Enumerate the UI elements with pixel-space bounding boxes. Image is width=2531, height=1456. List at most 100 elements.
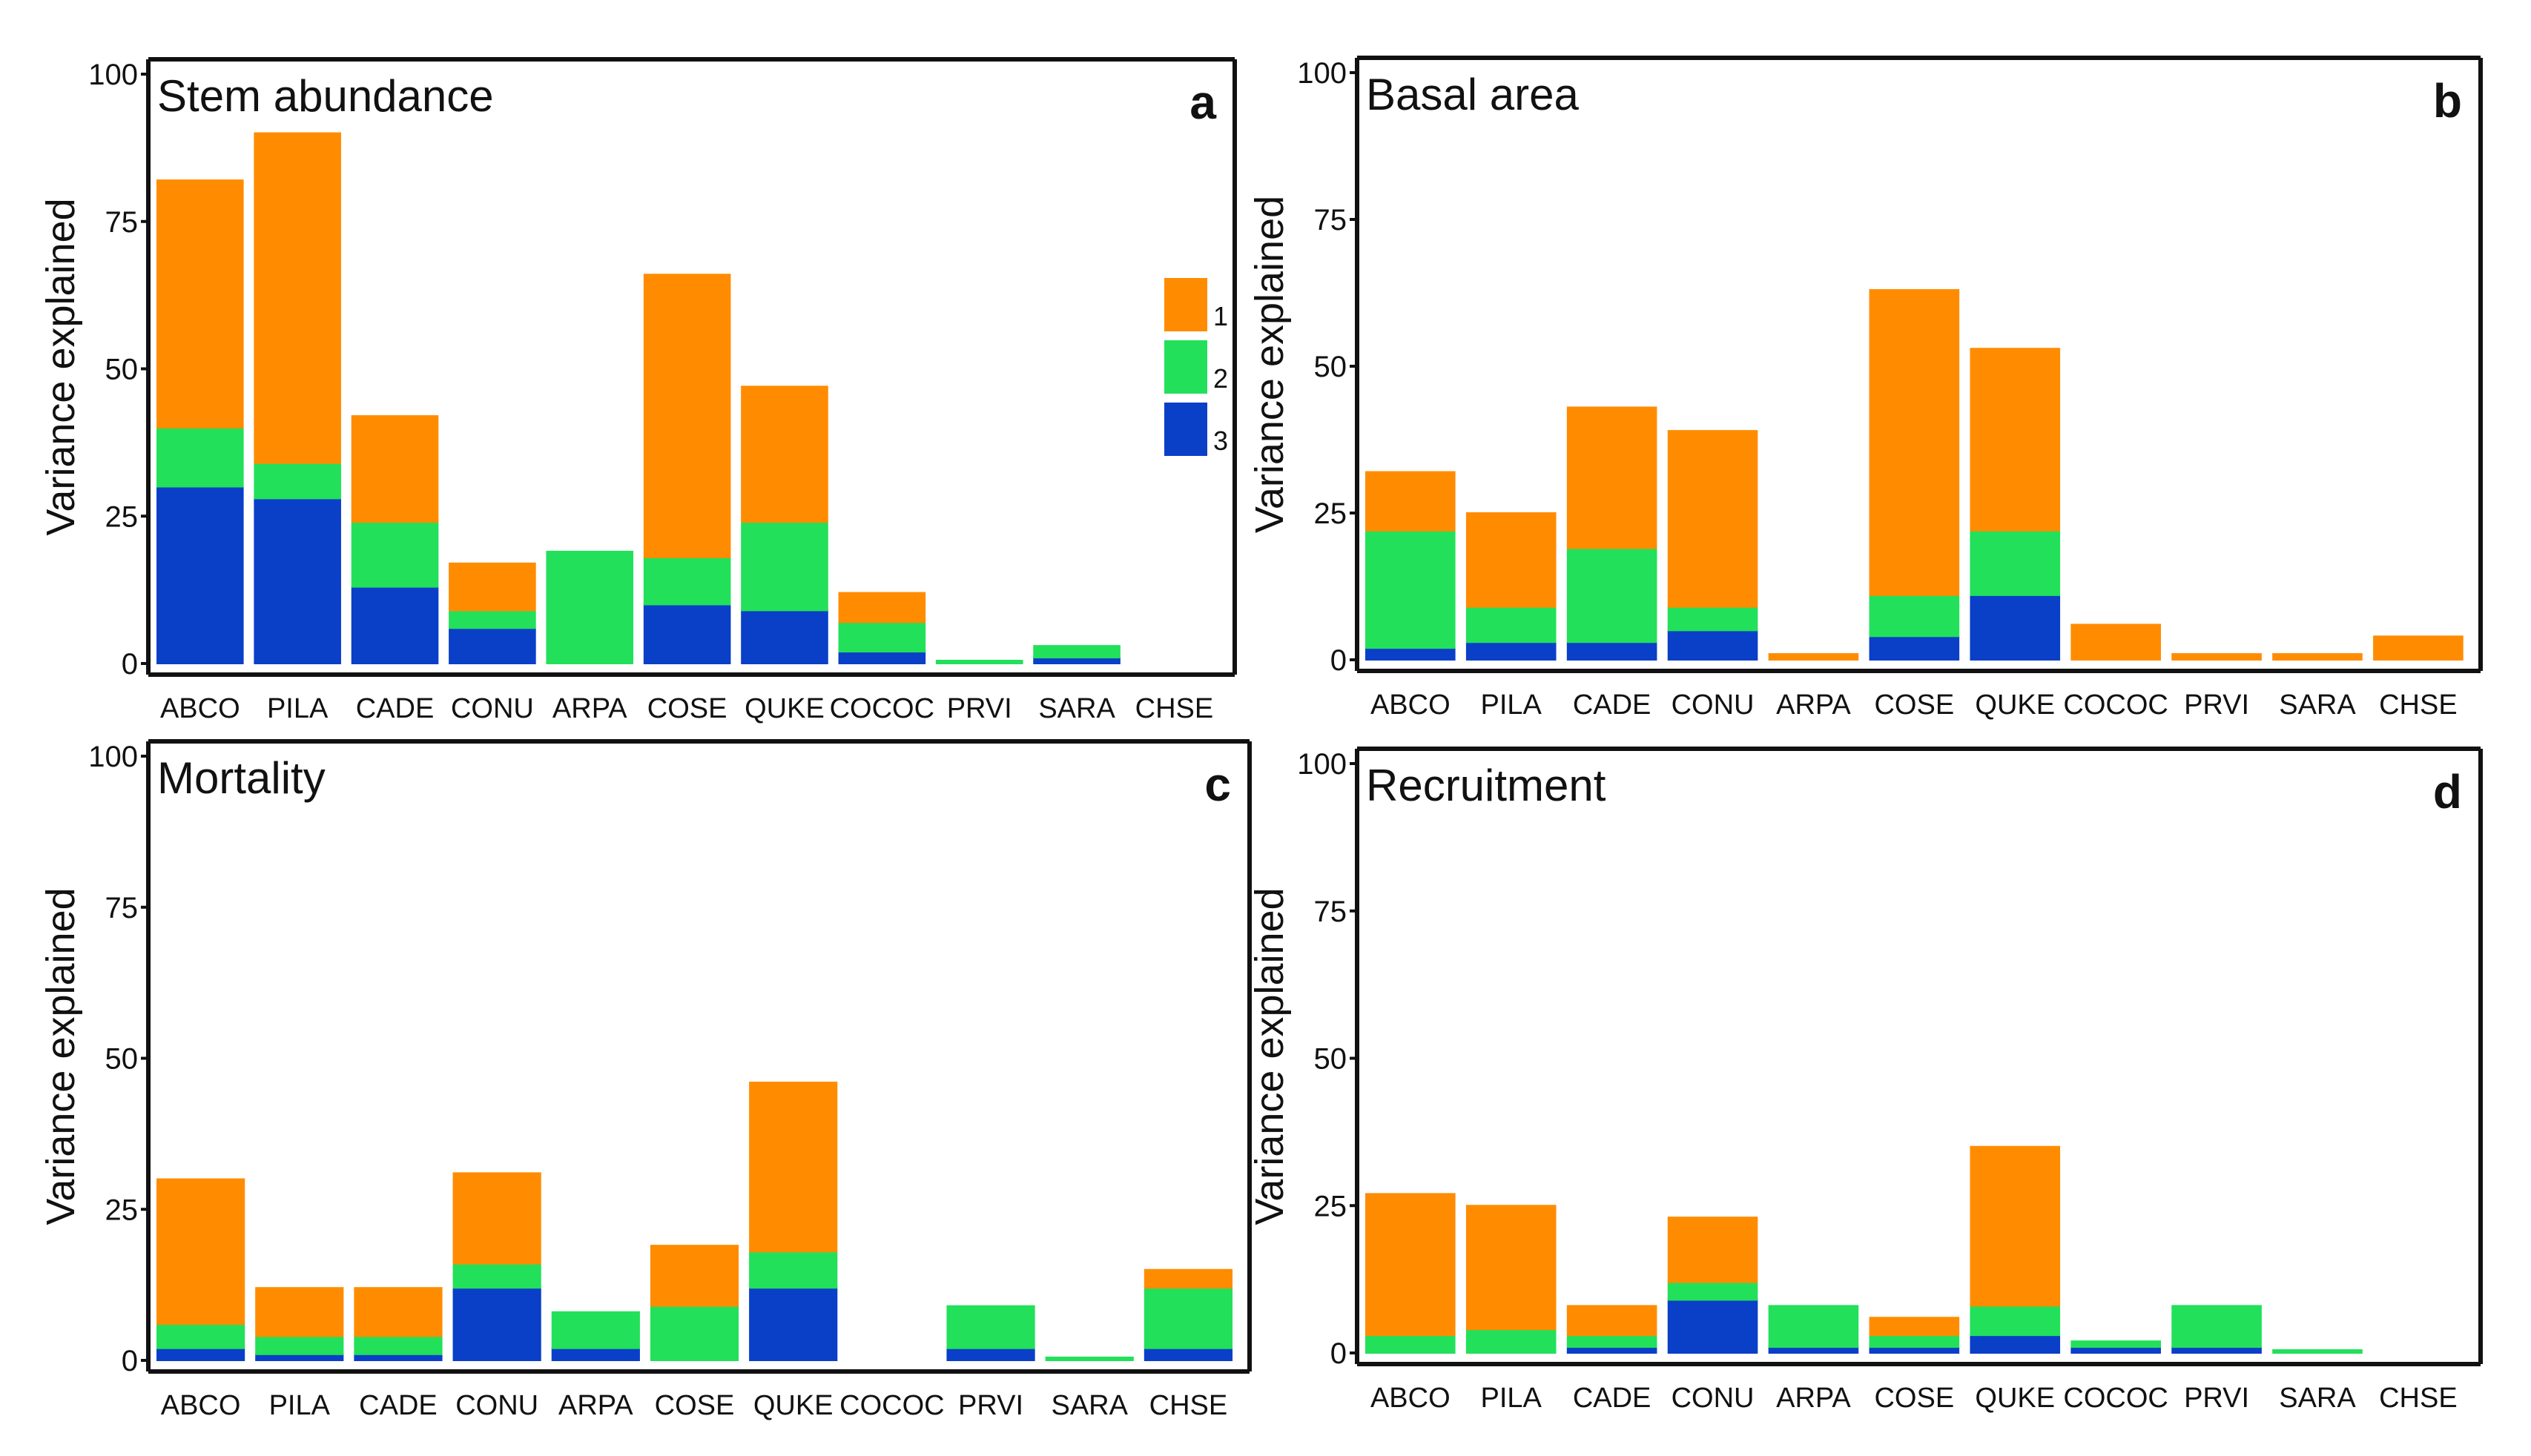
bar-segment-quke-comp1 — [1970, 348, 2061, 532]
y-tick-label: 75 — [1314, 204, 1347, 236]
bar-segment-quke-comp2 — [1970, 529, 2061, 596]
x-tick-label: PRVI — [2184, 689, 2249, 721]
bar-segment-quke-comp2 — [741, 521, 828, 612]
bar-segment-abco-comp1 — [1365, 471, 1456, 532]
y-axis-label: Variance explained — [1247, 196, 1292, 533]
x-tick-label: COSE — [655, 1390, 735, 1421]
bar-segment-quke-comp2 — [749, 1251, 838, 1289]
bar-segment-pila-comp1 — [1465, 1205, 1557, 1331]
bar-segment-cococ-comp1 — [2070, 623, 2161, 661]
bar-segment-prvi-comp1 — [2171, 653, 2262, 661]
panel-mortality: 0 25 50 75 100 Variance explained Mortality c AB… — [39, 739, 1252, 1421]
bar-segment-cococ-comp3 — [2070, 1346, 2161, 1354]
x-tick-label: ABCO — [160, 693, 240, 724]
bar-segment-pila-comp1 — [1465, 512, 1557, 608]
bar-segment-cose-comp2 — [1869, 594, 1960, 638]
bar-segment-conu-comp1 — [1667, 430, 1758, 608]
bar-segment-sara-comp3 — [1033, 657, 1121, 664]
bar-segment-conu-comp3 — [1667, 629, 1758, 661]
x-tick-label: QUKE — [745, 693, 825, 724]
bar-segment-prvi-comp3 — [946, 1347, 1035, 1361]
panel-letter: a — [1189, 76, 1216, 129]
x-tick-label: CADE — [1573, 689, 1651, 721]
bar-segment-quke-comp3 — [749, 1287, 838, 1361]
bar-segment-abco-comp2 — [156, 1323, 245, 1349]
bar-segment-quke-comp3 — [1970, 1334, 2061, 1354]
y-tick-label: 0 — [122, 1345, 138, 1377]
y-tick-label: 0 — [1330, 1337, 1347, 1370]
bar-segment-arpa-comp3 — [551, 1347, 640, 1361]
bar-segment-pila-comp2 — [1465, 1328, 1557, 1354]
panel-stem-abundance: 0 25 50 75 100 Variance explained Stem abundan… — [39, 57, 1237, 724]
bar-segment-conu-comp1 — [449, 562, 536, 612]
bar-segment-cose-comp2 — [1869, 1334, 1960, 1349]
x-tick-label: QUKE — [753, 1390, 834, 1421]
bar-segment-abco-comp2 — [1365, 529, 1456, 649]
bar-segment-cose-comp3 — [643, 603, 731, 664]
bar-segment-cade-comp3 — [354, 1353, 443, 1361]
bar-segment-conu-comp2 — [1667, 606, 1758, 632]
bar-segment-abco-comp2 — [1365, 1334, 1456, 1354]
x-tick-label: SARA — [1038, 693, 1115, 724]
bar-segment-cose-comp3 — [1869, 1346, 1960, 1354]
bar-segment-conu-comp3 — [452, 1287, 541, 1361]
bar-segment-prvi-comp2 — [946, 1305, 1035, 1349]
x-tick-label: COSE — [1874, 1383, 1954, 1414]
bar-segment-cade-comp3 — [1566, 1346, 1657, 1354]
x-tick-label: COCOC — [839, 1390, 944, 1421]
bar-segment-pila-comp3 — [254, 497, 341, 665]
y-axis-label: Variance explained — [1247, 887, 1292, 1225]
y-tick-label: 50 — [1314, 1043, 1347, 1076]
x-tick-label: COCOC — [830, 693, 934, 724]
x-tick-label: CADE — [356, 693, 435, 724]
y-tick-label: 25 — [105, 500, 139, 533]
bar-segment-conu-comp3 — [449, 627, 536, 664]
x-tick-label: SARA — [2279, 689, 2356, 721]
x-tick-label: QUKE — [1975, 689, 2055, 721]
y-axis-label: Variance explained — [39, 198, 83, 535]
bar-segment-pila-comp2 — [255, 1335, 344, 1355]
x-tick-label: CONU — [1672, 689, 1755, 721]
bar-segment-pila-comp1 — [254, 132, 341, 464]
legend-label-1: 1 — [1213, 301, 1228, 331]
bar-segment-cade-comp1 — [1566, 1305, 1657, 1337]
y-tick-label: 25 — [1314, 1190, 1347, 1222]
bar-segment-abco-comp3 — [156, 1347, 245, 1361]
legend-swatch-3 — [1164, 403, 1207, 456]
x-tick-label: PRVI — [947, 693, 1012, 724]
bar-segment-cococ-comp3 — [838, 651, 926, 664]
x-tick-label: ABCO — [1370, 1383, 1451, 1414]
bar-segment-abco-comp1 — [156, 179, 244, 428]
bar-segment-conu-comp1 — [1667, 1217, 1758, 1283]
bar-segment-arpa-comp2 — [1768, 1305, 1859, 1349]
legend-label-2: 2 — [1213, 363, 1228, 394]
bar-segment-pila-comp1 — [255, 1287, 344, 1337]
legend-swatch-1 — [1164, 278, 1207, 331]
bar-segment-conu-comp1 — [452, 1172, 541, 1265]
bar-segment-cose-comp2 — [650, 1305, 739, 1362]
bar-segment-quke-comp3 — [741, 609, 828, 665]
bar-segment-quke-comp2 — [1970, 1305, 2061, 1337]
y-tick-label: 100 — [1297, 748, 1347, 781]
panel-basal-area: 0 25 50 75 100 Variance explained Basal area b A… — [1247, 56, 2483, 721]
bar-segment-sara-comp2 — [1033, 645, 1121, 659]
x-tick-label: ARPA — [552, 693, 627, 724]
x-tick-label: PILA — [269, 1390, 331, 1421]
y-tick-label: 75 — [105, 892, 139, 924]
bar-segment-abco-comp3 — [1365, 647, 1456, 661]
x-tick-label: CHSE — [1149, 1390, 1228, 1421]
bar-segment-prvi-comp3 — [2171, 1346, 2262, 1354]
bar-segment-abco-comp1 — [156, 1178, 245, 1326]
x-tick-label: PRVI — [958, 1390, 1023, 1421]
bar-segment-cade-comp2 — [354, 1335, 443, 1355]
bar-segment-chse-comp1 — [2373, 635, 2464, 661]
bar-segment-conu-comp2 — [1667, 1281, 1758, 1301]
x-tick-label: ARPA — [1776, 689, 1851, 721]
bar-segment-prvi-comp2 — [935, 660, 1023, 665]
y-tick-label: 100 — [88, 741, 138, 773]
bar-segment-pila-comp2 — [1465, 606, 1557, 643]
y-tick-label: 25 — [1314, 497, 1347, 530]
x-tick-label: CHSE — [2379, 1383, 2458, 1414]
y-tick-label: 50 — [105, 354, 139, 386]
y-tick-label: 0 — [122, 648, 138, 681]
